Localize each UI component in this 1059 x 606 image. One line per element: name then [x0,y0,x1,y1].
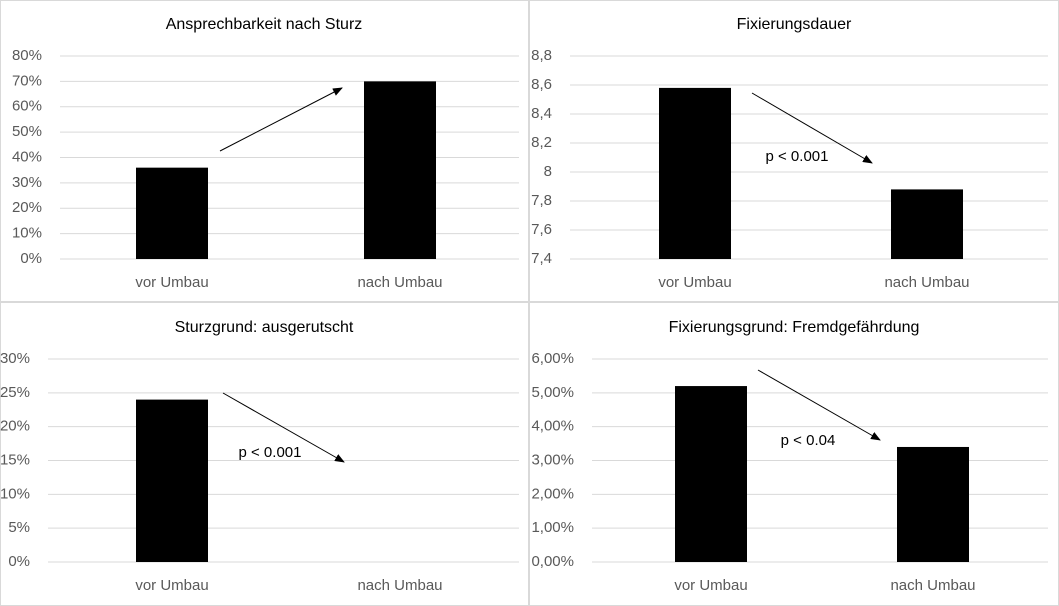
y-tick-label: 5,00% [531,384,574,401]
bar [675,386,747,562]
y-tick-label: 15% [0,451,30,468]
panel [529,302,1059,606]
trend-arrow [757,369,881,441]
chart-title: Fixierungsdauer [737,16,852,33]
y-tick-label: 20% [12,199,42,216]
y-tick-label: 8 [544,163,552,180]
annotation: p < 0.001 [766,148,829,165]
y-tick-label: 30% [12,174,42,191]
bar [897,446,969,562]
y-tick-label: 2,00% [531,485,574,502]
y-tick-label: 20% [0,418,30,435]
y-tick-label: 50% [12,123,42,140]
y-tick-label: 0,00% [531,553,574,570]
annotation: p < 0.04 [781,432,836,449]
x-tick-label: nach Umbau [357,577,442,594]
x-tick-label: nach Umbau [890,577,975,594]
y-tick-label: 80% [12,47,42,64]
trend-arrow [222,392,345,463]
x-tick-label: vor Umbau [135,577,208,594]
y-tick-label: 10% [12,225,42,242]
chart-title: Sturzgrund: ausgerutscht [175,319,354,336]
trend-arrow [219,87,343,152]
y-tick-label: 70% [12,72,42,89]
trend-arrow [751,92,873,164]
x-tick-label: vor Umbau [674,577,747,594]
y-tick-label: 0% [20,250,42,267]
x-tick-label: vor Umbau [658,274,731,291]
x-tick-label: vor Umbau [135,274,208,291]
chart-title: Ansprechbarkeit nach Sturz [166,16,363,33]
y-tick-label: 60% [12,98,42,115]
y-tick-label: 4,00% [531,418,574,435]
bar [891,189,963,259]
y-tick-label: 25% [0,384,30,401]
y-tick-label: 6,00% [531,350,574,367]
bar [136,167,208,259]
y-tick-label: 8,4 [531,105,552,122]
x-tick-label: nach Umbau [357,274,442,291]
chart-title: Fixierungsgrund: Fremdgefährdung [669,319,920,336]
annotation: p < 0.001 [239,444,302,461]
y-tick-label: 7,6 [531,221,552,238]
y-tick-label: 3,00% [531,451,574,468]
y-tick-label: 10% [0,485,30,502]
y-tick-label: 8,2 [531,134,552,151]
y-tick-label: 8,8 [531,47,552,64]
y-tick-label: 7,8 [531,192,552,209]
bar [659,87,731,260]
y-tick-label: 7,4 [531,250,552,267]
panel [0,0,529,302]
y-tick-label: 5% [8,519,30,536]
y-tick-label: 40% [12,148,42,165]
y-tick-label: 30% [0,350,30,367]
bar [364,81,436,259]
y-tick-label: 8,6 [531,76,552,93]
y-tick-label: 0% [8,553,30,570]
x-tick-label: nach Umbau [884,274,969,291]
y-tick-label: 1,00% [531,519,574,536]
bar [136,399,208,562]
